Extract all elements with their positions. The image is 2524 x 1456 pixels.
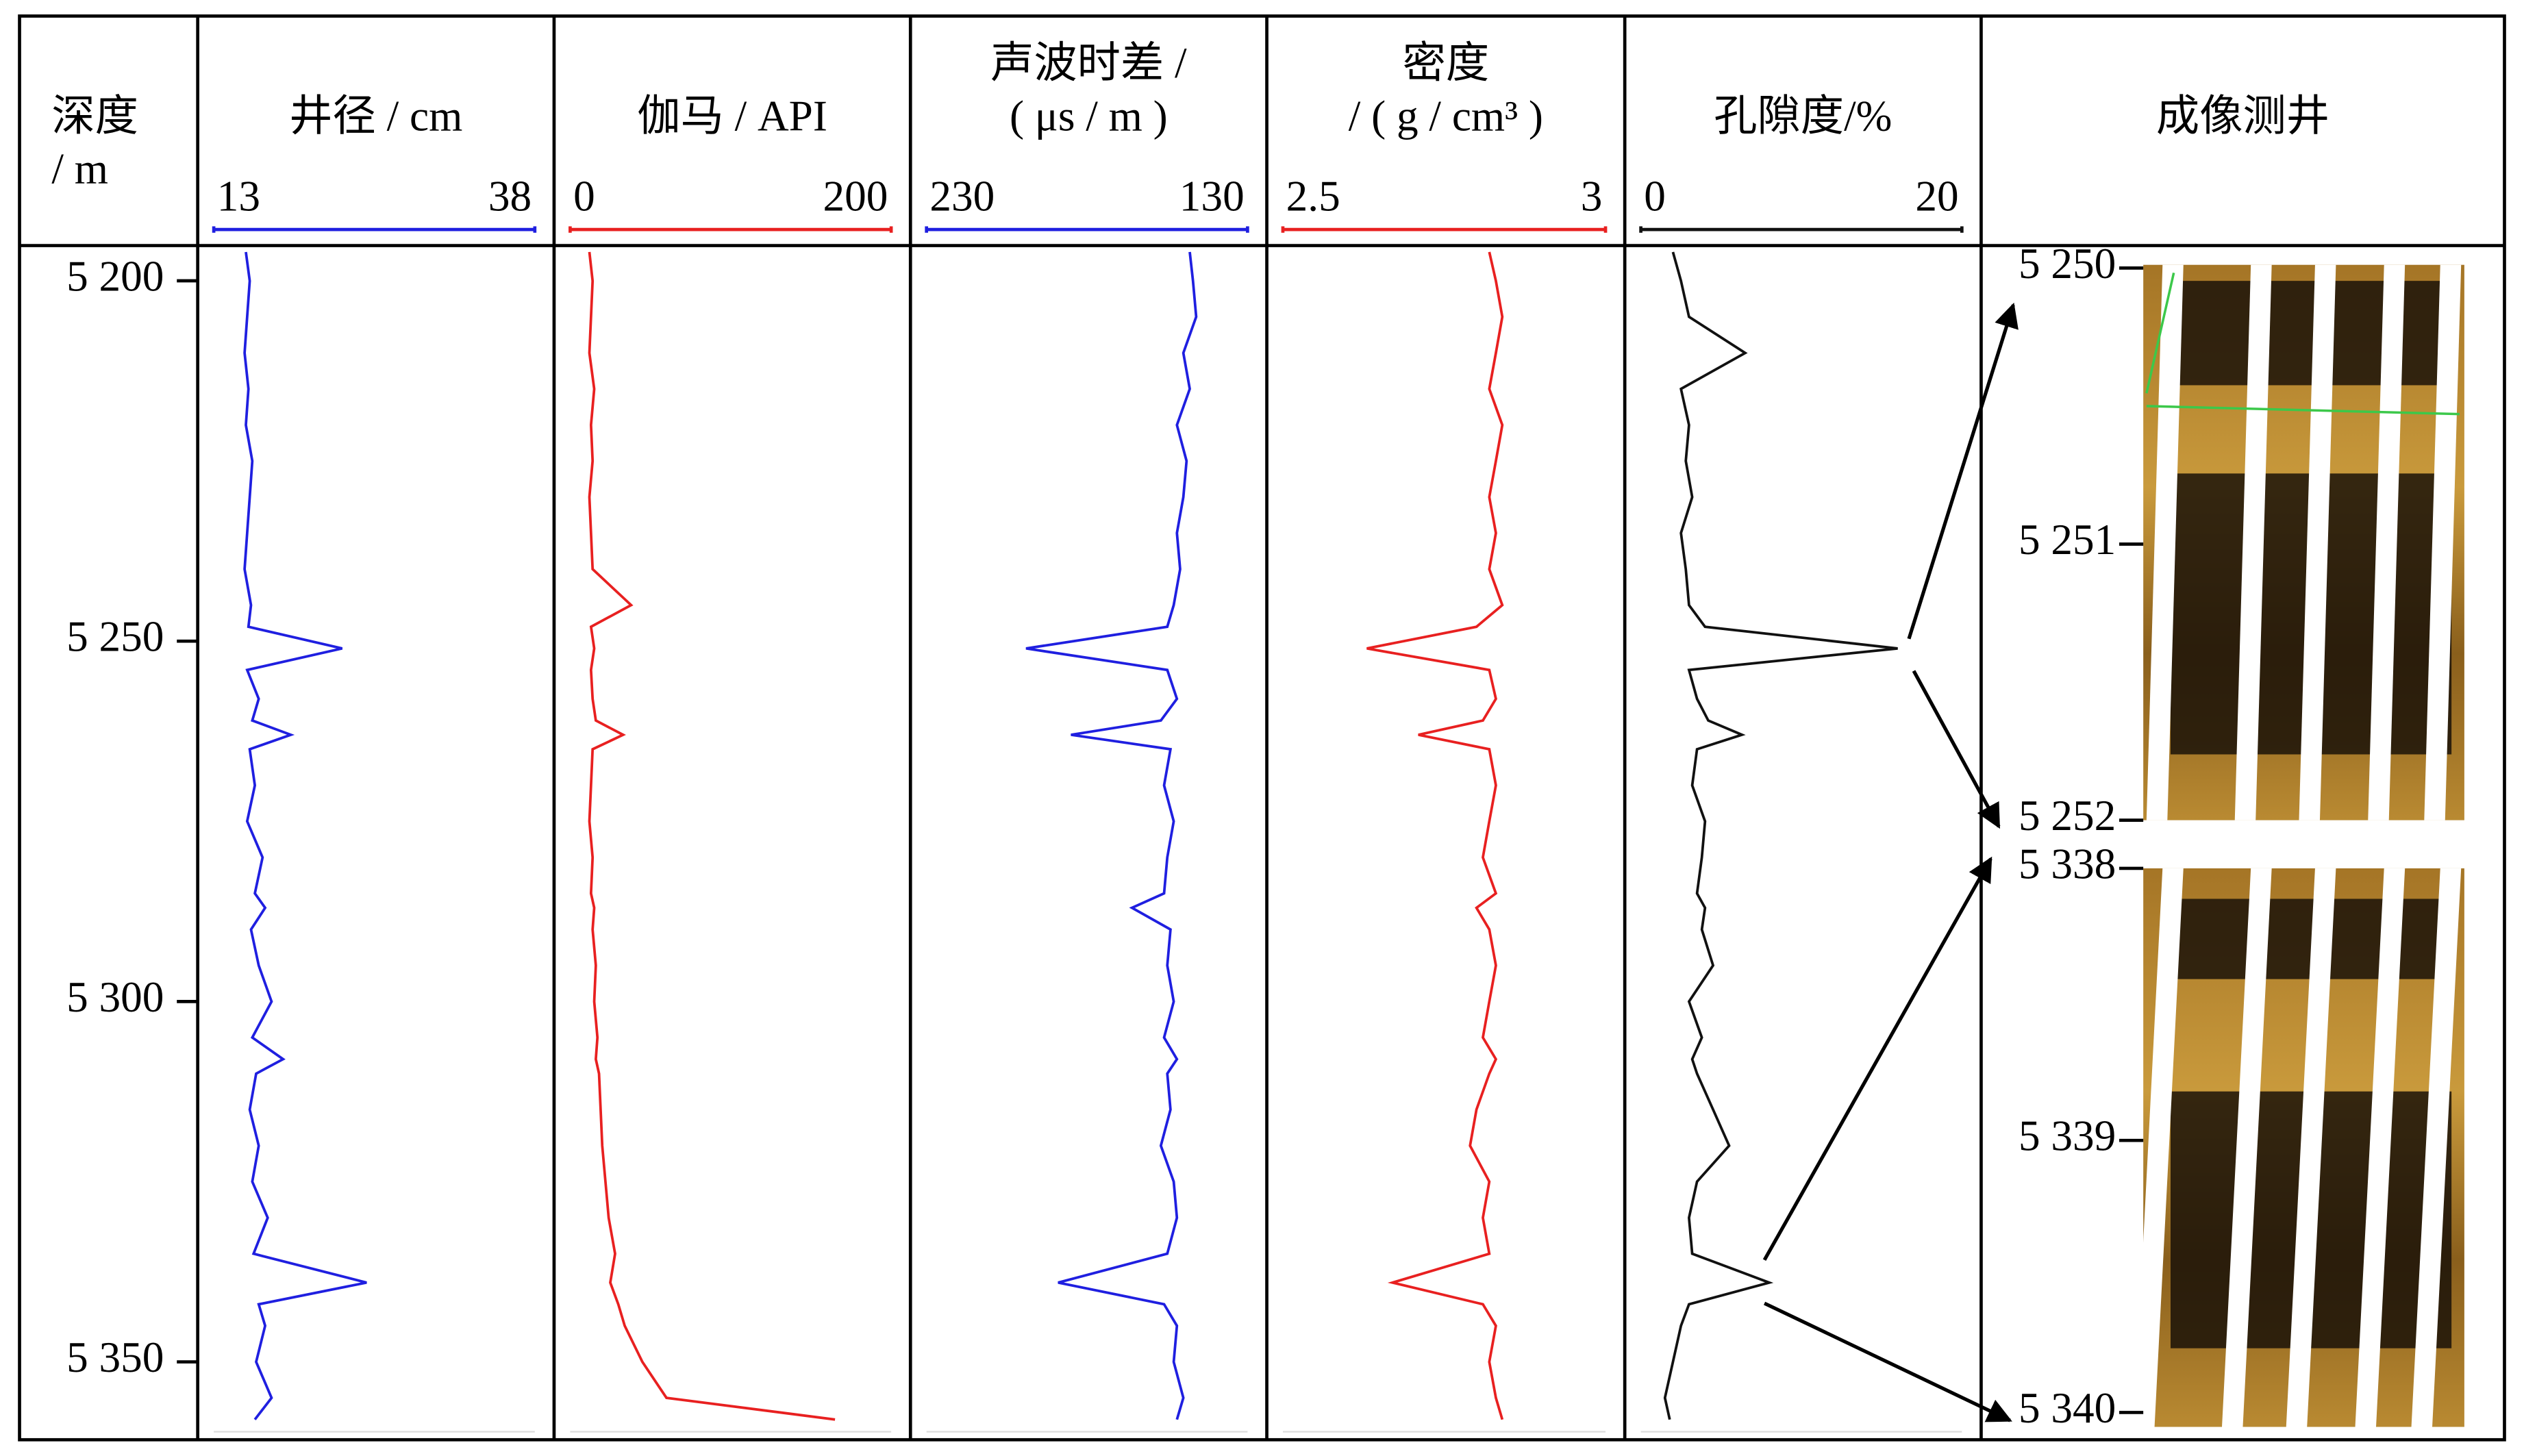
y-tick-label: 5 338 xyxy=(2019,840,2116,888)
borehole-images xyxy=(2134,264,2464,1427)
fracture-trace xyxy=(2146,405,2460,416)
y-tick-label: 5 250 xyxy=(2019,240,2116,288)
y-tick-label: 5 200 xyxy=(66,253,164,301)
x-tick-label: 130 xyxy=(1179,172,1245,220)
curve xyxy=(1366,251,1504,1420)
curve xyxy=(588,251,836,1421)
image-gap xyxy=(2368,264,2406,820)
fracture-trace xyxy=(2145,273,2175,394)
image-gap xyxy=(2299,264,2336,820)
y-tick-label: 5 251 xyxy=(2019,516,2116,564)
arrow xyxy=(1912,670,2001,829)
arrows xyxy=(1762,302,2019,1422)
image-gap xyxy=(2411,868,2462,1427)
arrow xyxy=(1763,1301,2012,1422)
frame xyxy=(18,14,2506,1442)
track-title: 成像测井 xyxy=(2156,92,2329,140)
x-tick-label: 0 xyxy=(1644,172,1666,220)
track-title: 井径 / cm xyxy=(289,92,462,140)
image-gap xyxy=(2355,868,2406,1427)
border xyxy=(18,14,2506,1442)
track-title: / ( g / cm³ ) xyxy=(1349,92,1543,140)
curve xyxy=(1663,251,1898,1420)
track-title: ( μs / m ) xyxy=(1010,92,1168,140)
y-tick-label: 5 340 xyxy=(2019,1384,2116,1432)
x-tick-label: 230 xyxy=(929,172,995,220)
image-gap xyxy=(2286,868,2336,1427)
track-title: 孔隙度/% xyxy=(1714,92,1892,140)
image-gap xyxy=(2424,264,2462,820)
x-tick-label: 20 xyxy=(1915,172,1958,220)
image-gap xyxy=(2134,868,2184,1427)
y-tick-label: 5 300 xyxy=(66,973,164,1021)
curve xyxy=(243,251,367,1420)
image-dark-band xyxy=(2171,281,2452,386)
track-title: 伽马 / API xyxy=(637,92,827,140)
x-tick-label: 2.5 xyxy=(1286,172,1340,220)
track-title: 密度 xyxy=(1403,39,1490,87)
curve xyxy=(1025,251,1198,1420)
x-tick-label: 38 xyxy=(488,172,532,220)
image-gap xyxy=(2146,264,2184,820)
x-tick-label: 3 xyxy=(1581,172,1603,220)
image-gap xyxy=(2222,868,2272,1427)
track-title: / m xyxy=(51,145,108,193)
y-tick-label: 5 250 xyxy=(66,613,164,661)
track-title: 深度 xyxy=(51,92,138,140)
x-tick-label: 0 xyxy=(573,172,595,220)
arrow xyxy=(1762,856,1992,1262)
image-gap xyxy=(2234,264,2272,820)
y-tick-label: 5 339 xyxy=(2019,1112,2116,1160)
x-tick-label: 200 xyxy=(823,172,888,220)
y-tick-label: 5 252 xyxy=(2019,792,2116,840)
x-tick-label: 13 xyxy=(217,172,260,220)
y-tick-label: 5 350 xyxy=(66,1333,164,1381)
arrow xyxy=(1907,302,2019,640)
track-title: 声波时差 / xyxy=(990,39,1187,87)
